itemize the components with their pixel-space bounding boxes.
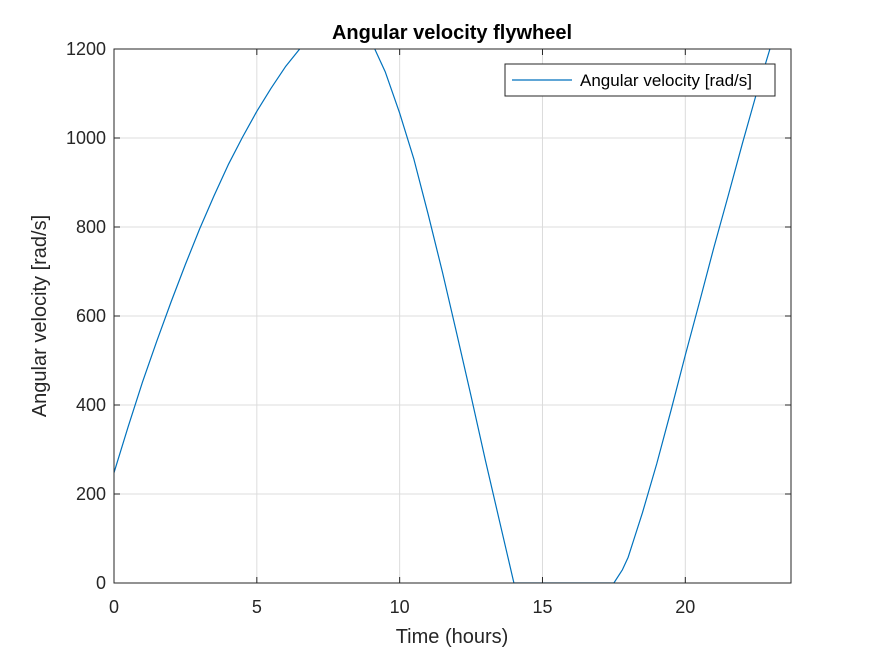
series-layer	[114, 49, 771, 583]
y-tick-label: 0	[96, 573, 106, 593]
y-tick-label: 400	[76, 395, 106, 415]
legend: Angular velocity [rad/s]	[504, 63, 776, 97]
x-tick-label: 0	[109, 597, 119, 617]
series-line	[114, 49, 771, 583]
y-tick-label: 800	[76, 217, 106, 237]
y-tick-label: 1200	[66, 39, 106, 59]
x-ticks: 0 5 10 15 20	[109, 49, 695, 617]
x-tick-label: 20	[675, 597, 695, 617]
legend-entry: Angular velocity [rad/s]	[580, 71, 752, 90]
x-tick-label: 10	[390, 597, 410, 617]
y-tick-label: 600	[76, 306, 106, 326]
y-tick-label: 200	[76, 484, 106, 504]
x-axis-label: Time (hours)	[396, 626, 509, 648]
x-tick-label: 5	[252, 597, 262, 617]
y-axis-label: Angular velocity [rad/s]	[29, 215, 51, 417]
chart-title: Angular velocity flywheel	[332, 22, 572, 44]
x-tick-label: 15	[532, 597, 552, 617]
y-tick-label: 1000	[66, 128, 106, 148]
grid	[113, 48, 791, 584]
y-ticks: 0 200 400 600 800 1000 1200	[66, 39, 791, 593]
